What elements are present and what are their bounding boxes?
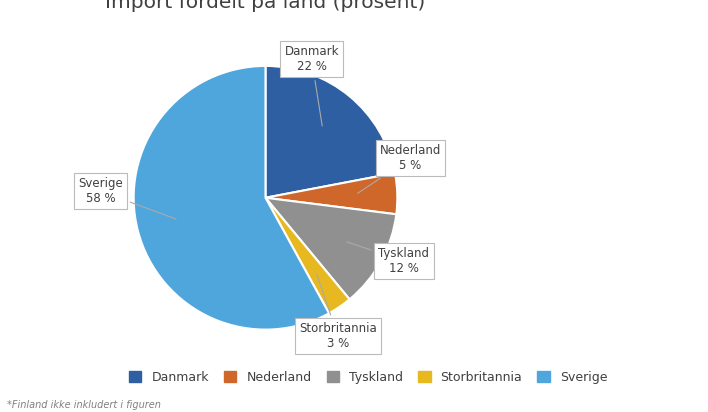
Text: Tyskland
12 %: Tyskland 12 % <box>347 242 430 275</box>
Wedge shape <box>134 66 329 330</box>
Text: *Finland ikke inkludert i figuren: *Finland ikke inkludert i figuren <box>7 400 161 410</box>
Text: Sverige
58 %: Sverige 58 % <box>79 177 176 219</box>
Text: Nederland
5 %: Nederland 5 % <box>358 144 441 193</box>
Text: Danmark
22 %: Danmark 22 % <box>285 45 339 126</box>
Text: Storbritannia
3 %: Storbritannia 3 % <box>299 274 377 350</box>
Wedge shape <box>266 173 397 214</box>
Wedge shape <box>266 198 350 313</box>
Legend: Danmark, Nederland, Tyskland, Storbritannia, Sverige: Danmark, Nederland, Tyskland, Storbritan… <box>129 371 607 384</box>
Wedge shape <box>266 198 396 300</box>
Wedge shape <box>266 66 395 198</box>
Title: Import fordelt på land (prosent): Import fordelt på land (prosent) <box>105 0 426 12</box>
